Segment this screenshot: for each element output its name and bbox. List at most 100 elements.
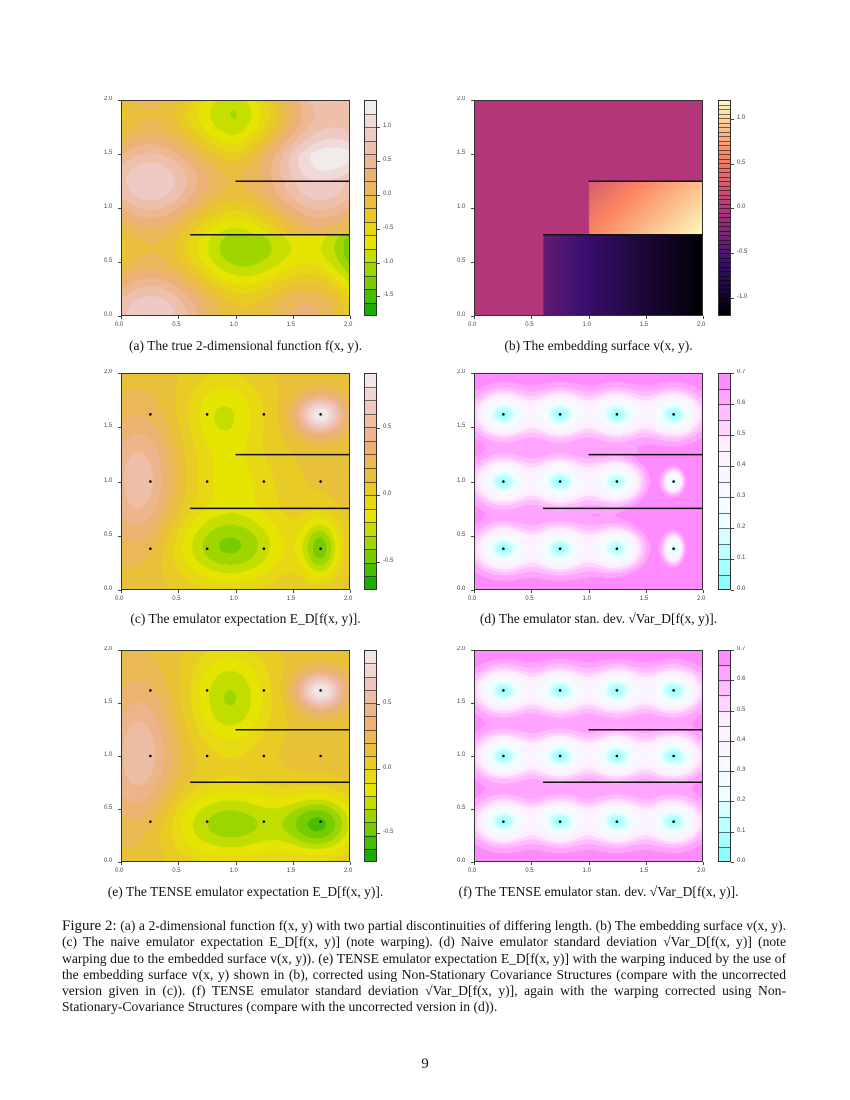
colorbar-band-divider [365,689,376,691]
y-tick-mark [471,703,474,704]
colorbar-tick-label: 0.1 [737,555,746,561]
colorbar-band-divider [719,221,730,223]
x-tick-mark [531,862,533,865]
colorbar-tick-mark [731,680,734,682]
colorbar-e [364,650,377,862]
colorbar-band-divider [365,495,376,497]
colorbar-band-divider [719,212,730,214]
y-tick-label: 0.5 [457,805,466,811]
colorbar-band-divider [719,172,730,173]
colorbar-band-divider [719,235,730,236]
colorbar-tick-label: 0.0 [737,858,746,864]
x-tick-label: 1.5 [286,322,296,328]
colorbar-tick-label: -1.5 [383,292,394,299]
colorbar-band-divider [719,846,730,848]
colorbar-tick-mark [731,298,734,300]
x-tick-label: 1.0 [229,868,238,874]
colorbar-band-divider [719,816,730,818]
x-tick-mark [292,862,294,865]
colorbar-band-divider [365,235,376,236]
colorbar-band-divider [719,293,730,295]
colorbar-band-divider [719,127,730,128]
design-point [205,820,209,823]
colorbar-band-divider [365,716,376,718]
design-point [262,689,266,692]
colorbar-tick-label: -1.0 [737,294,748,301]
y-tick-mark [118,262,121,263]
colorbar-tick-mark [731,801,734,803]
colorbar-band-divider [365,440,376,442]
colorbar-band-divider [719,725,730,727]
colorbar-tick-mark [731,528,734,529]
colorbar-tick-label: 0.5 [383,699,392,706]
colorbar-band-divider [719,230,730,232]
colorbar-band-divider [365,809,376,810]
design-point [615,689,619,692]
colorbar-band-divider [719,388,730,390]
x-tick-mark [235,590,237,593]
colorbar-tick-label: 0.0 [383,190,392,197]
colorbar-band-divider [719,181,730,182]
x-tick-label: 0.5 [525,322,534,328]
design-point [672,547,675,550]
panel-caption-c: (c) The emulator expectation E_D[f(x, y)… [130,611,361,626]
x-tick-mark [474,590,475,593]
colorbar-band-divider [365,400,376,402]
colorbar-tick-mark [377,561,380,563]
colorbar-band-divider [719,163,730,164]
colorbar-band-divider [365,676,376,678]
colorbar-band-divider [719,497,730,498]
design-point [205,547,209,550]
design-point [149,547,152,550]
colorbar-tick-mark [377,127,380,129]
panel-caption-a: (a) The true 2-dimensional function f(x,… [129,338,362,353]
panel-caption-b: (b) The embedding surface v(x, y). [504,338,693,353]
colorbar-band-divider [719,104,730,106]
design-point [558,480,562,483]
y-tick-label: 0.0 [457,586,466,592]
heatmap-d [474,373,703,590]
y-tick-mark [118,756,121,757]
colorbar-d [718,373,731,590]
y-tick-label: 1.5 [457,423,466,430]
x-tick-mark [703,862,704,865]
colorbar-band-divider [365,835,376,837]
y-tick-mark [118,535,121,537]
colorbar-tick-label: 0.4 [737,736,746,743]
x-tick-label: 1.0 [229,596,238,602]
y-tick-label: 2.0 [457,369,466,375]
y-tick-mark [471,427,474,429]
colorbar-band-divider [365,576,376,578]
x-tick-mark [350,316,351,319]
y-tick-mark [471,590,474,591]
colorbar-band-divider [719,113,730,115]
overlay [543,180,702,236]
design-point [262,754,266,758]
y-tick-label: 0.0 [104,312,113,318]
colorbar-band-divider [365,386,376,388]
y-tick-label: 0.0 [104,586,113,592]
design-point [672,689,675,692]
colorbar-band-divider [719,665,730,667]
colorbar-tick-label: 0.3 [737,767,746,774]
x-tick-mark [121,590,122,593]
colorbar-band-divider [719,574,730,576]
colorbar-band-divider [719,466,730,467]
x-tick-label: 2.0 [697,322,706,328]
x-tick-label: 1.0 [582,868,591,874]
x-tick-mark [703,316,704,319]
design-point [262,820,266,823]
colorbar-tick-label: 0.2 [737,797,746,804]
colorbar-band-divider [719,740,730,742]
colorbar-band-divider [365,127,376,128]
y-tick-label: 2.0 [457,96,466,102]
design-point [672,754,675,758]
y-tick-label: 1.0 [104,204,113,210]
x-tick-label: 0.5 [172,596,181,602]
design-point [558,754,562,758]
overlay [502,413,702,550]
y-tick-label: 0.5 [104,531,113,538]
colorbar-band-divider [719,176,730,178]
y-tick-mark [471,650,474,651]
colorbar-band-divider [719,226,730,227]
